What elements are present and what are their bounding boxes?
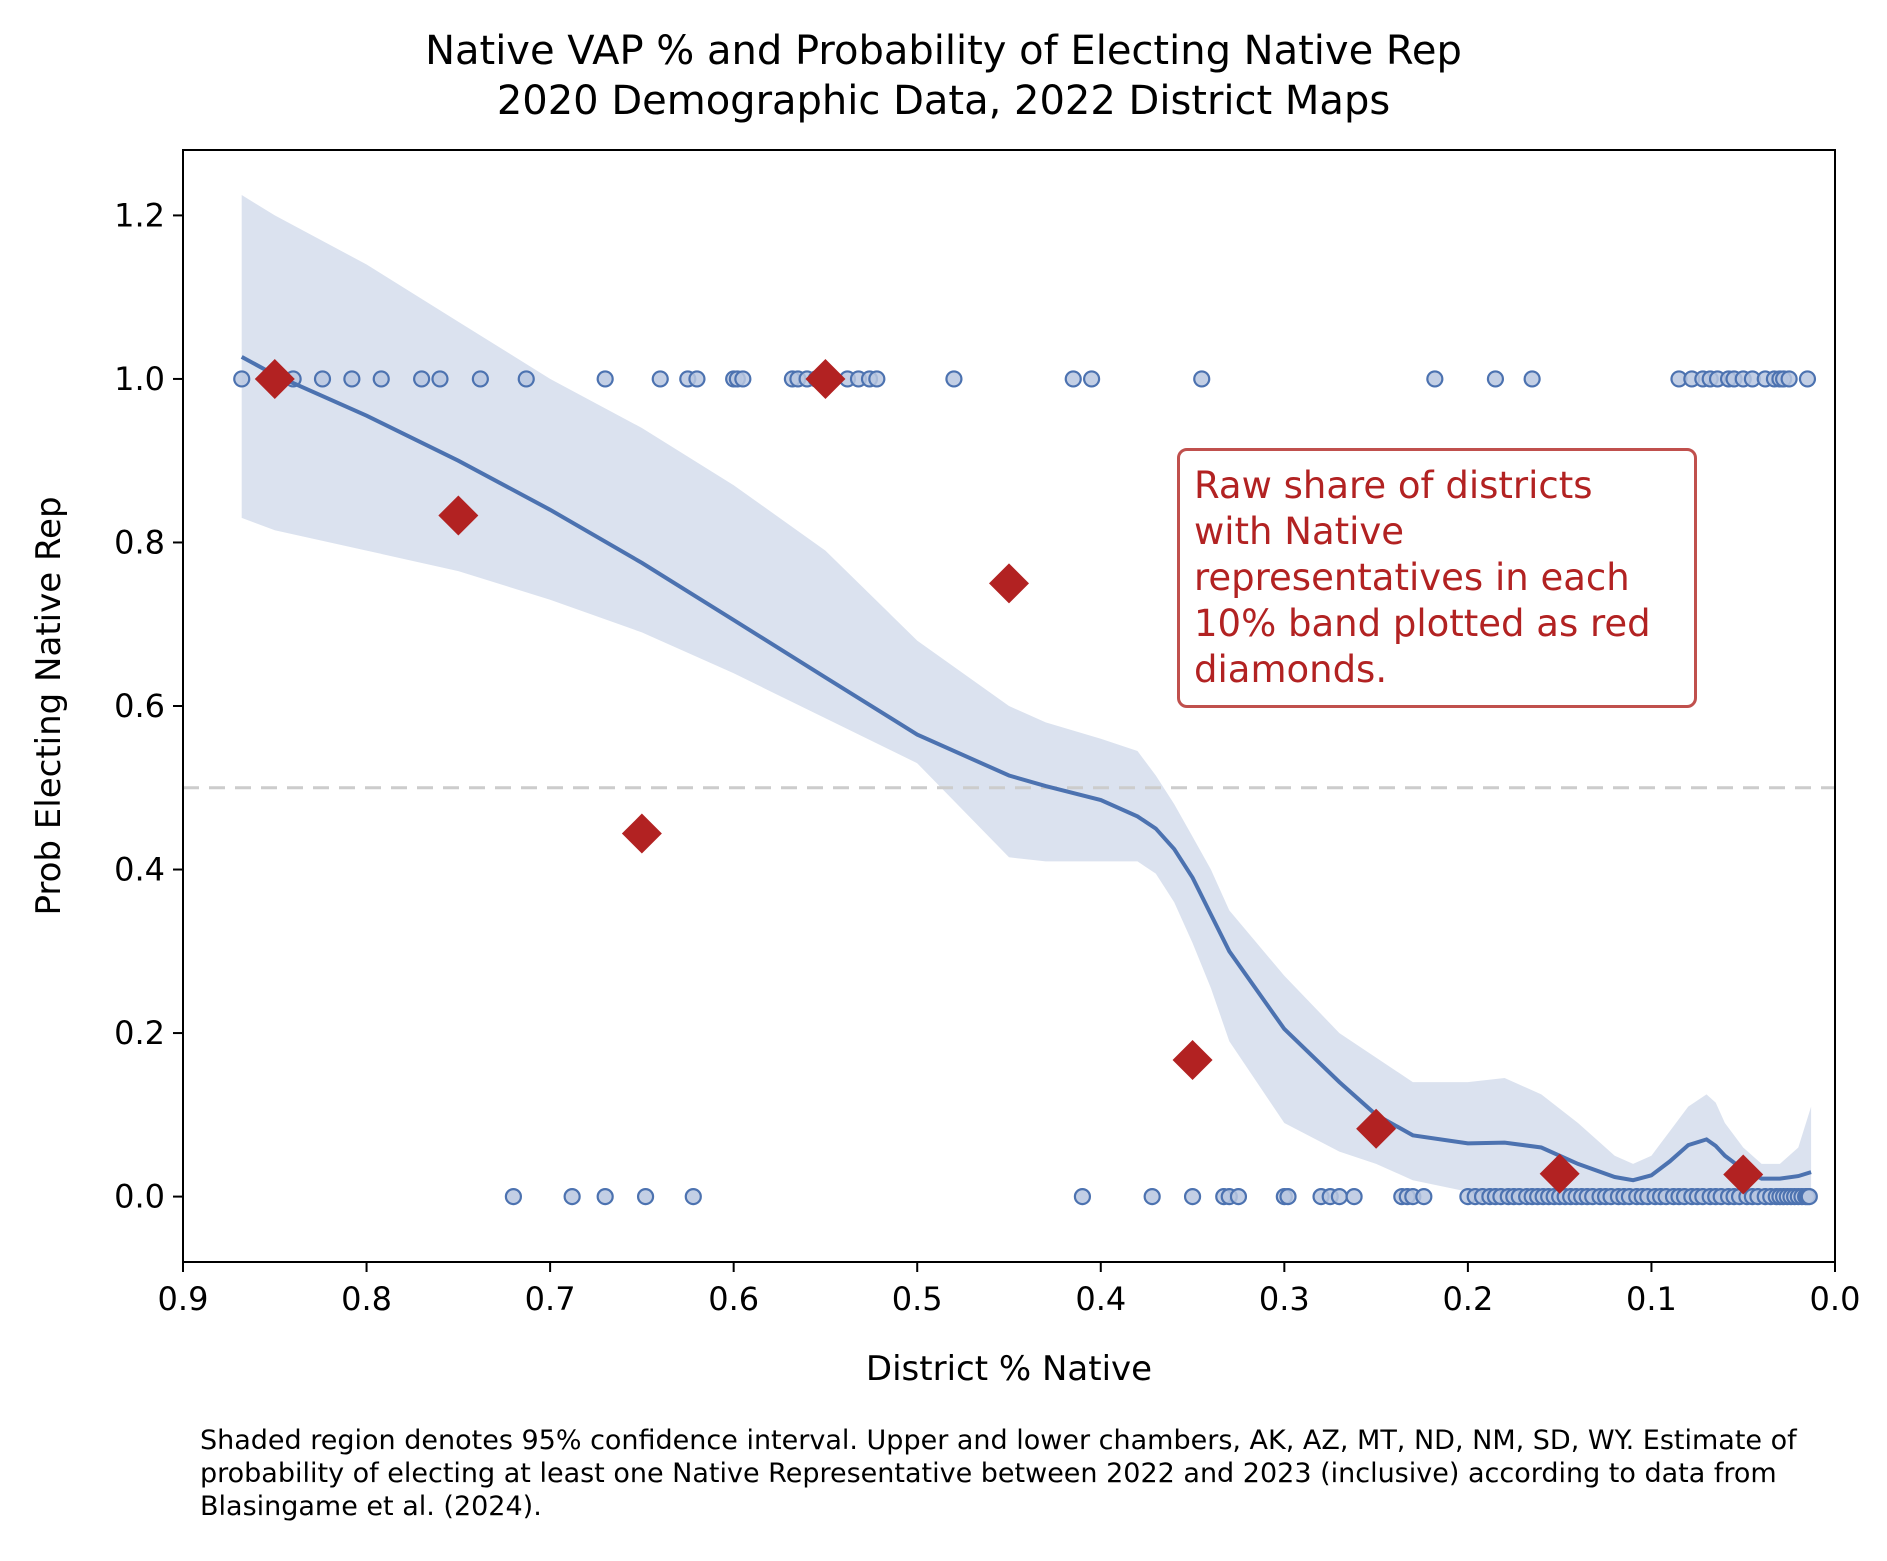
y-tick-label: 0.0 xyxy=(114,1178,165,1216)
y-tick-label: 1.2 xyxy=(114,196,165,234)
district-point-not-elected xyxy=(1415,1187,1433,1206)
x-tick-label: 0.6 xyxy=(708,1280,759,1318)
district-point-elected xyxy=(1064,370,1082,388)
district-point-elected xyxy=(945,370,963,388)
y-tick-label: 1.0 xyxy=(114,360,165,398)
district-point-not-elected xyxy=(1143,1187,1161,1206)
x-tick-label: 0.3 xyxy=(1259,1280,1310,1318)
district-point-elected xyxy=(372,370,390,388)
y-tick-label: 0.8 xyxy=(114,523,165,561)
band-share-diamond xyxy=(254,358,295,399)
confidence-band xyxy=(241,195,1812,1197)
district-point-not-elected xyxy=(1229,1187,1248,1206)
x-axis-label: District % Native xyxy=(866,1349,1152,1389)
annotation-box: Raw share of districts with Native repre… xyxy=(1177,448,1697,708)
district-point-elected xyxy=(233,370,251,388)
district-point-elected xyxy=(596,370,614,388)
chart-subtitle: 2020 Demographic Data, 2022 District Map… xyxy=(496,78,1391,124)
band-share-diamond xyxy=(438,495,479,536)
district-point-not-elected xyxy=(684,1187,702,1206)
district-point-elected xyxy=(1486,370,1505,388)
x-tick-label: 0.2 xyxy=(1442,1280,1493,1318)
band-share-diamond xyxy=(1172,1040,1213,1081)
district-point-not-elected xyxy=(1183,1187,1202,1206)
district-point-not-elected xyxy=(596,1187,614,1206)
district-point-elected xyxy=(431,370,449,388)
y-axis-label: Prob Electing Native Rep xyxy=(29,496,69,915)
district-point-elected xyxy=(313,370,332,388)
district-point-elected xyxy=(343,370,361,388)
district-point-elected xyxy=(734,370,752,388)
district-point-elected xyxy=(868,370,886,388)
x-tick-label: 0.1 xyxy=(1626,1280,1677,1318)
district-point-not-elected xyxy=(1345,1187,1363,1206)
band-share-diamond xyxy=(989,563,1029,604)
x-tick-label: 0.4 xyxy=(1075,1280,1126,1318)
district-point-not-elected xyxy=(1330,1187,1349,1206)
fit-line xyxy=(240,355,1812,1183)
x-tick-label: 0.0 xyxy=(1810,1280,1861,1318)
district-point-elected xyxy=(1798,370,1817,388)
district-point-elected xyxy=(688,370,706,388)
district-point-elected xyxy=(517,370,535,388)
district-point-elected xyxy=(1193,370,1211,388)
district-point-elected xyxy=(471,370,489,388)
district-point-elected xyxy=(1523,370,1541,388)
x-tick-label: 0.5 xyxy=(892,1280,943,1318)
band-share-diamond xyxy=(805,358,846,399)
x-tick-label: 0.9 xyxy=(158,1280,209,1318)
band-share-diamond xyxy=(1723,1154,1764,1195)
district-point-elected xyxy=(1082,370,1101,388)
y-tick-label: 0.2 xyxy=(114,1014,165,1052)
district-point-elected xyxy=(1780,370,1798,388)
chart-canvas: 0.9 0.8 0.7 0.6 0.5 0.4 0.3 0.2 0.1 0.0 0.0 0.2 0.4 0… xyxy=(29,149,1861,1389)
district-point-elected xyxy=(1426,370,1444,388)
y-tick-label: 0.4 xyxy=(114,851,165,889)
district-point-not-elected xyxy=(636,1187,655,1206)
y-tick-label: 0.6 xyxy=(114,687,165,725)
district-point-not-elected xyxy=(1279,1187,1297,1206)
figure-caption: Shaded region denotes 95% confidence int… xyxy=(200,1425,1797,1522)
x-tick-label: 0.8 xyxy=(341,1280,392,1318)
district-point-not-elected xyxy=(1800,1187,1818,1206)
district-point-not-elected xyxy=(504,1187,523,1206)
band-share-diamond xyxy=(621,813,662,854)
x-tick-label: 0.7 xyxy=(525,1280,576,1318)
district-point-elected xyxy=(413,370,431,388)
chart-title: Native VAP % and Probability of Electing… xyxy=(425,28,1462,74)
band-share-diamond xyxy=(1356,1108,1397,1149)
district-point-not-elected xyxy=(563,1187,581,1206)
district-point-not-elected xyxy=(1073,1187,1092,1206)
band-share-diamond xyxy=(1539,1153,1580,1194)
district-point-elected xyxy=(651,370,669,388)
